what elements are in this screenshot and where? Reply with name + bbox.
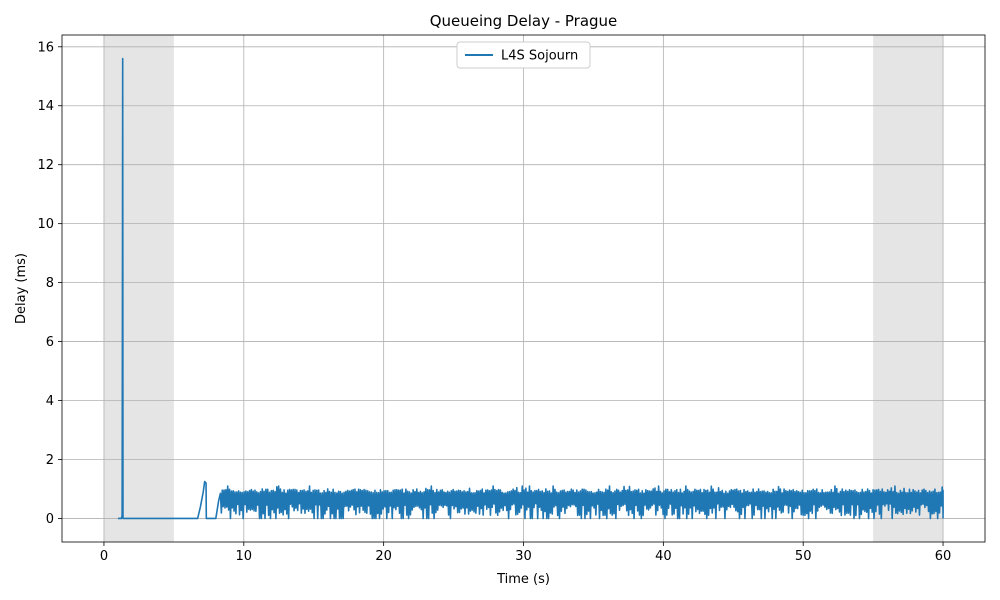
y-tick-label: 2 xyxy=(46,453,54,468)
x-tick-label: 40 xyxy=(655,549,672,564)
y-tick-label: 16 xyxy=(37,40,54,55)
y-tick-label: 8 xyxy=(46,276,54,291)
series-line-l4s-sojourn xyxy=(117,57,944,520)
series-layer xyxy=(117,57,944,520)
legend-box xyxy=(456,41,591,69)
x-axis-label: Time (s) xyxy=(496,572,550,587)
chart-title: Queueing Delay - Prague xyxy=(430,12,618,30)
y-axis-ticks: 0 2 4 6 8 10 12 14 16 xyxy=(37,40,62,527)
legend-label: L4S Sojourn xyxy=(501,49,578,64)
x-tick-label: 60 xyxy=(935,549,952,564)
y-tick-label: 12 xyxy=(37,158,54,173)
y-tick-label: 6 xyxy=(46,335,54,350)
shaded-region-1 xyxy=(873,35,944,542)
legend: L4S Sojourn xyxy=(456,41,591,69)
y-axis-label: Delay (ms) xyxy=(14,253,29,324)
x-tick-label: 0 xyxy=(100,549,108,564)
shaded-regions xyxy=(103,35,944,542)
x-tick-label: 30 xyxy=(515,549,532,564)
x-axis-ticks: 0 10 20 30 40 50 60 xyxy=(100,542,952,564)
shaded-region-0 xyxy=(103,35,174,542)
y-tick-label: 14 xyxy=(37,99,54,114)
y-tick-label: 0 xyxy=(46,512,54,527)
x-tick-label: 50 xyxy=(795,549,812,564)
y-tick-label: 10 xyxy=(37,217,54,232)
y-tick-label: 4 xyxy=(46,394,54,409)
x-tick-label: 20 xyxy=(375,549,392,564)
x-tick-label: 10 xyxy=(236,549,253,564)
